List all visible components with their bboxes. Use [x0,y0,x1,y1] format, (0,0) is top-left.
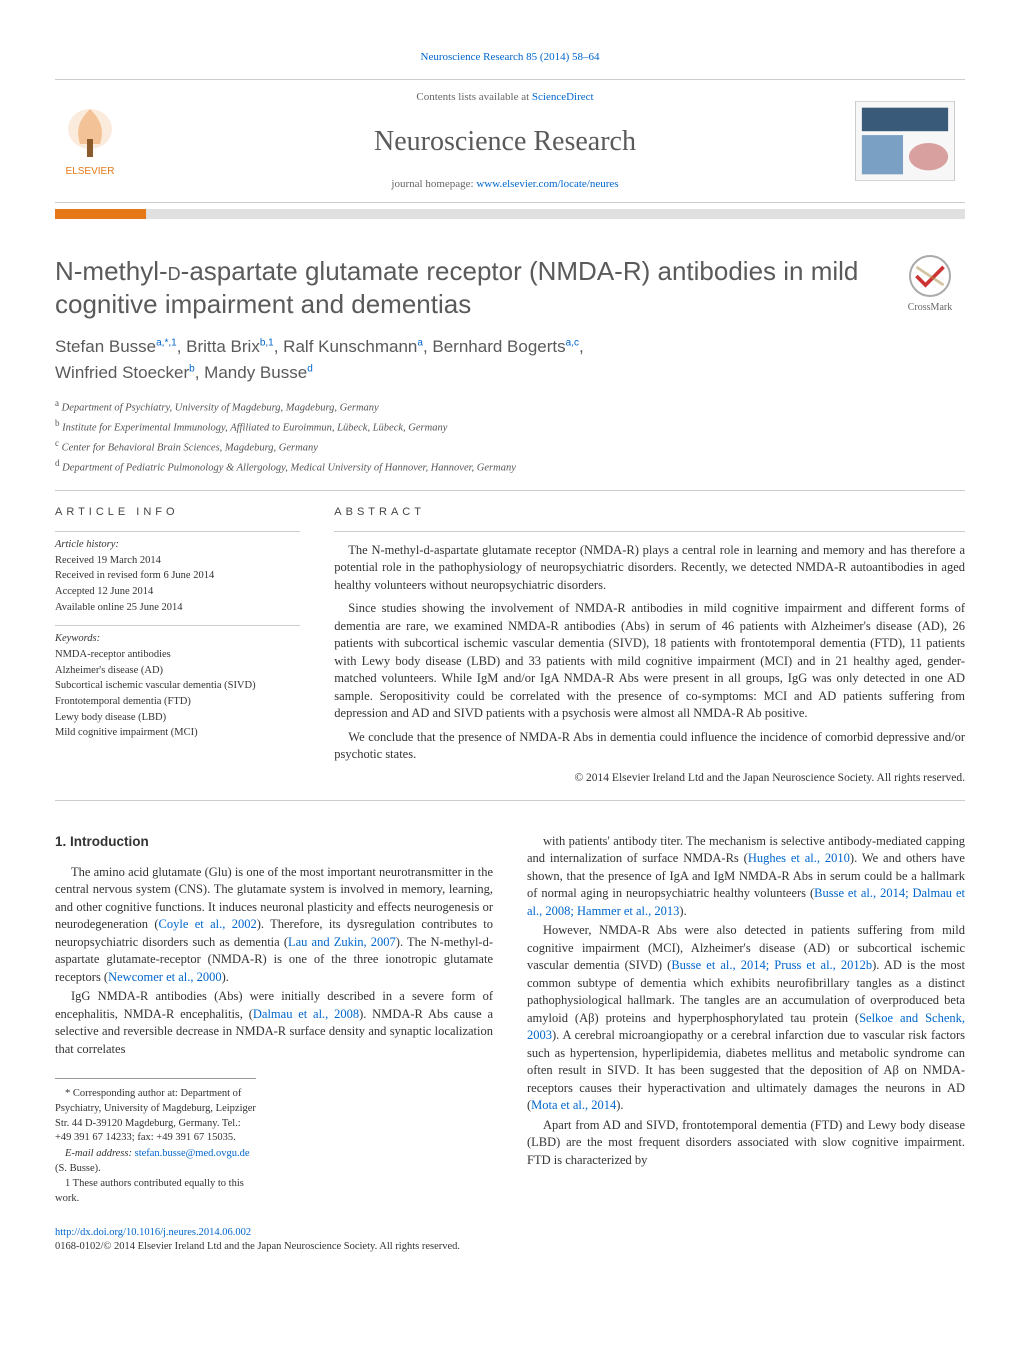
keyword: Alzheimer's disease (AD) [55,664,300,679]
journal-cover-icon [855,101,955,181]
divider [334,531,965,532]
abstract-column: abstract The N-methyl-d-aspartate glutam… [334,505,965,785]
ref-link[interactable]: Lau and Zukin, 2007 [288,935,396,949]
citation-link[interactable]: Neuroscience Research 85 (2014) 58–64 [421,51,600,63]
ref-link[interactable]: Dalmau et al., 2008 [253,1007,359,1021]
history-online: Available online 25 June 2014 [55,601,300,616]
keyword: Subcortical ischemic vascular dementia (… [55,679,300,694]
contents-prefix: Contents lists available at [416,91,531,103]
ref-link[interactable]: Mota et al., 2014 [531,1098,616,1112]
doi-link[interactable]: http://dx.doi.org/10.1016/j.neures.2014.… [55,1227,251,1238]
body-p4: However, NMDA-R Abs were also detected i… [527,922,965,1115]
body-p1: The amino acid glutamate (Glu) is one of… [55,864,493,987]
abstract-p2: Since studies showing the involvement of… [334,600,965,723]
divider [55,531,300,532]
affiliation-c: c Center for Behavioral Brain Sciences, … [55,437,965,457]
contents-line: Contents lists available at ScienceDirec… [155,90,855,105]
homepage-prefix: journal homepage: [391,178,476,190]
affiliations: a Department of Psychiatry, University o… [55,397,965,476]
sciencedirect-link[interactable]: ScienceDirect [532,91,594,103]
history-head: Article history: [55,538,300,553]
info-abstract-row: article info Article history: Received 1… [55,505,965,785]
authors: Stefan Bussea,*,1, Britta Brixb,1, Ralf … [55,334,965,385]
cover-thumb-block [855,101,965,181]
footnote-equal: 1 These authors contributed equally to t… [55,1177,256,1206]
affiliation-a: a Department of Psychiatry, University o… [55,397,965,417]
homepage-line: journal homepage: www.elsevier.com/locat… [155,177,855,192]
keyword: Mild cognitive impairment (MCI) [55,726,300,741]
divider [55,490,965,491]
keywords-head: Keywords: [55,632,300,647]
abstract-label: abstract [334,505,965,520]
ref-link[interactable]: Newcomer et al., 2000 [108,970,222,984]
history-revised: Received in revised form 6 June 2014 [55,569,300,584]
crossmark-badge[interactable]: CrossMark [895,255,965,315]
ref-link[interactable]: Hughes et al., 2010 [748,851,850,865]
article-title: N-methyl-d-aspartate glutamate receptor … [55,255,879,320]
abstract-p3: We conclude that the presence of NMDA-R … [334,729,965,764]
article-info-label: article info [55,505,300,520]
abstract-p1: The N-methyl-d-aspartate glutamate recep… [334,542,965,595]
svg-text:ELSEVIER: ELSEVIER [66,166,115,177]
crossmark-icon [909,255,951,297]
publisher-logo-block: ELSEVIER [55,99,155,184]
elsevier-tree-icon: ELSEVIER [55,99,125,179]
masthead-center: Contents lists available at ScienceDirec… [155,90,855,192]
article-info-column: article info Article history: Received 1… [55,505,300,785]
title-block: N-methyl-d-aspartate glutamate receptor … [55,255,965,320]
brand-bar [55,209,965,219]
journal-name: Neuroscience Research [155,122,855,161]
body-p2: IgG NMDA-R antibodies (Abs) were initial… [55,988,493,1058]
body-p5: Apart from AD and SIVD, frontotemporal d… [527,1117,965,1170]
ref-link[interactable]: Busse et al., 2014; Pruss et al., 2012b [671,958,872,972]
keyword: Frontotemporal dementia (FTD) [55,695,300,710]
footnote-corresponding: * Corresponding author at: Department of… [55,1087,256,1146]
divider [55,800,965,801]
body-p3: with patients' antibody titer. The mecha… [527,833,965,921]
running-head: Neuroscience Research 85 (2014) 58–64 [55,50,965,65]
crossmark-label: CrossMark [908,302,952,313]
affiliation-b: b Institute for Experimental Immunology,… [55,417,965,437]
section-heading-intro: 1. Introduction [55,833,493,852]
footnotes: * Corresponding author at: Department of… [55,1078,256,1207]
issn-line: 0168-0102/© 2014 Elsevier Ireland Ltd an… [55,1241,460,1252]
doi-block: http://dx.doi.org/10.1016/j.neures.2014.… [55,1226,965,1255]
page-root: Neuroscience Research 85 (2014) 58–64 EL… [0,0,1020,1305]
affiliation-d: d Department of Pediatric Pulmonology & … [55,457,965,477]
history-accepted: Accepted 12 June 2014 [55,585,300,600]
divider [55,625,300,626]
keyword: Lewy body disease (LBD) [55,711,300,726]
body-columns: 1. Introduction The amino acid glutamate… [55,833,965,1208]
homepage-link[interactable]: www.elsevier.com/locate/neures [476,178,618,190]
email-link[interactable]: stefan.busse@med.ovgu.de [135,1148,250,1159]
keyword: NMDA-receptor antibodies [55,648,300,663]
ref-link[interactable]: Coyle et al., 2002 [159,917,257,931]
masthead: ELSEVIER Contents lists available at Sci… [55,79,965,203]
footnote-email: E-mail address: stefan.busse@med.ovgu.de… [55,1147,256,1176]
history-received: Received 19 March 2014 [55,554,300,569]
abstract-copyright: © 2014 Elsevier Ireland Ltd and the Japa… [334,770,965,786]
